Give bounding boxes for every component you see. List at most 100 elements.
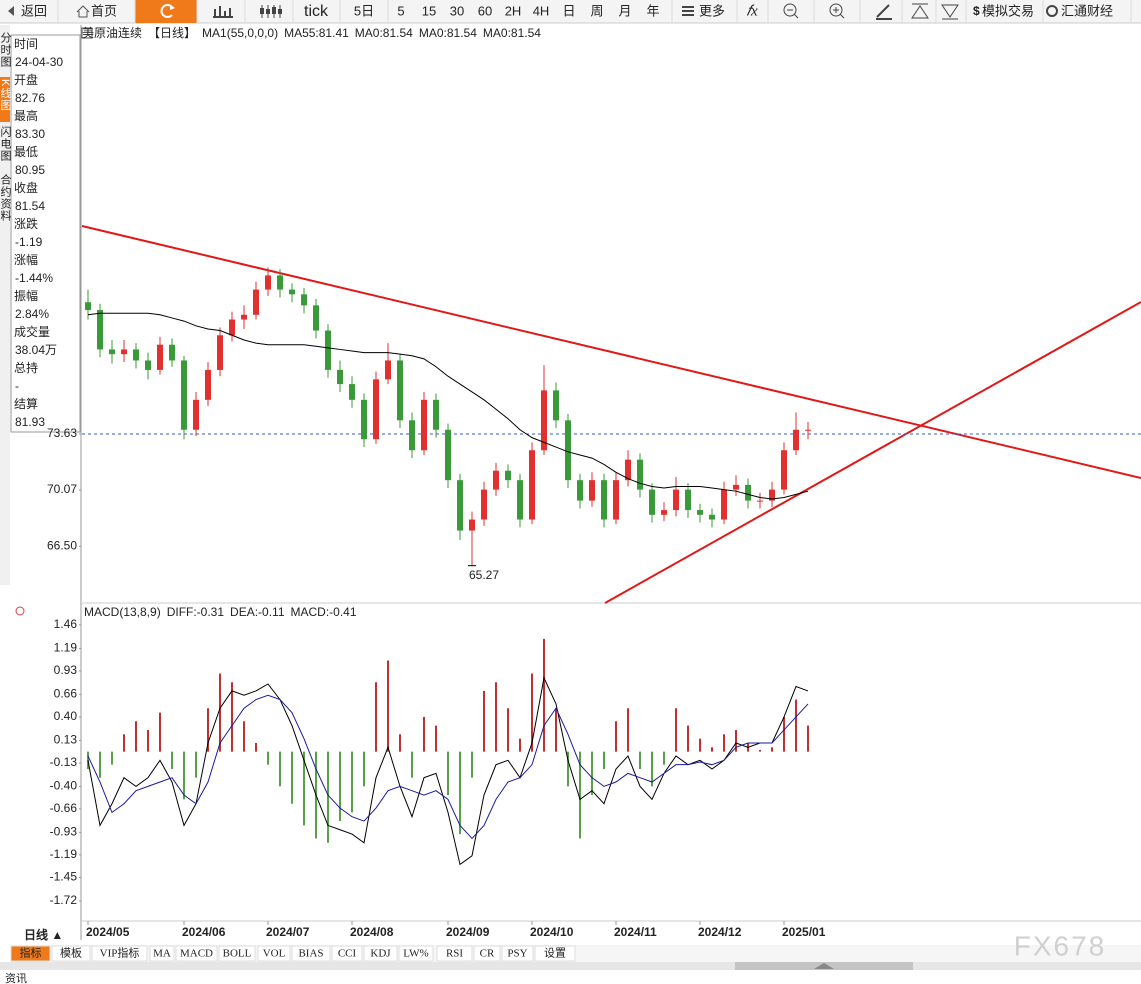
macd-bar bbox=[603, 751, 605, 770]
indicator-tab[interactable]: KDJ bbox=[370, 948, 391, 960]
settings-icon[interactable] bbox=[15, 606, 25, 616]
macd-bar bbox=[687, 725, 689, 752]
candle-body bbox=[649, 489, 655, 515]
indicator-tab[interactable]: CCI bbox=[338, 948, 357, 960]
tab-bg bbox=[534, 945, 576, 962]
side-tab[interactable]: 分时图 bbox=[0, 32, 12, 68]
ma-icon bbox=[81, 27, 93, 39]
candle-body bbox=[349, 384, 355, 400]
refresh-button[interactable] bbox=[135, 0, 197, 23]
macd-bar bbox=[207, 708, 209, 752]
indicator-tab[interactable]: 指标 bbox=[20, 946, 42, 960]
macd-bar bbox=[219, 673, 221, 752]
tab-bg bbox=[91, 945, 148, 962]
candle-body bbox=[337, 369, 343, 385]
y-tick-label: 66.50 bbox=[47, 538, 77, 552]
toolbar-button[interactable]: 首页 bbox=[91, 3, 117, 18]
macd-bar bbox=[351, 751, 353, 813]
toolbar-button[interactable]: 4H bbox=[533, 3, 550, 18]
x-tick-label: 2024/11 bbox=[614, 925, 657, 939]
side-tabs-bg bbox=[0, 25, 10, 585]
toolbar-button[interactable]: 返回 bbox=[21, 3, 47, 18]
side-tab[interactable]: K线图 bbox=[0, 79, 12, 111]
tab-bg bbox=[398, 945, 434, 962]
macd-bar bbox=[507, 708, 509, 752]
y-tick-label: 1.19 bbox=[54, 641, 78, 655]
toolbar-button[interactable]: 2H bbox=[505, 3, 522, 18]
toolbar-button[interactable]: 汇通财经 bbox=[1061, 3, 1113, 18]
indicator-tab[interactable]: VIP指标 bbox=[100, 946, 140, 960]
toolbar-button[interactable]: 日 bbox=[562, 3, 575, 18]
candle-body bbox=[541, 390, 547, 451]
macd-bar bbox=[807, 725, 809, 752]
candle-body bbox=[793, 429, 799, 451]
toolbar-button[interactable]: 月 bbox=[618, 3, 631, 18]
toolbar-button[interactable]: 60 bbox=[478, 3, 492, 18]
triangle-down-icon[interactable] bbox=[941, 4, 959, 20]
toolbar-button[interactable]: 5日 bbox=[354, 3, 374, 18]
toolbar-button[interactable]: 5 bbox=[397, 3, 404, 18]
macd-bar bbox=[159, 712, 161, 752]
info-label: 结算 bbox=[14, 396, 38, 411]
side-tab[interactable]: 闪电图 bbox=[0, 125, 12, 162]
chart-icon[interactable] bbox=[213, 6, 233, 18]
macd-bar bbox=[339, 751, 341, 822]
candle-body bbox=[673, 489, 679, 511]
macd-bar bbox=[711, 747, 713, 752]
macd-bar bbox=[471, 751, 473, 778]
candle-body bbox=[481, 489, 487, 520]
triangle-up-icon[interactable] bbox=[911, 3, 929, 19]
indicator-tab[interactable]: BIAS bbox=[298, 948, 323, 960]
candle-body bbox=[577, 480, 583, 501]
macd-bar bbox=[171, 751, 173, 770]
candle-body bbox=[193, 399, 199, 430]
toolbar-button[interactable]: 年 bbox=[646, 3, 659, 18]
candle-body bbox=[721, 489, 727, 520]
indicator-tab[interactable]: LW% bbox=[403, 948, 428, 960]
fx-icon[interactable]: 𝑓x bbox=[746, 3, 758, 19]
candle-body bbox=[361, 399, 367, 440]
candle-body bbox=[313, 305, 319, 331]
indicator-tab[interactable]: VOL bbox=[263, 948, 286, 960]
side-tab[interactable]: 合约资料 bbox=[0, 173, 12, 222]
indicator-tab[interactable]: BOLL bbox=[223, 948, 252, 960]
macd-bar bbox=[255, 742, 257, 752]
y-tick-label: -0.66 bbox=[50, 801, 78, 815]
indicator-tab[interactable]: MA bbox=[153, 948, 171, 960]
candle-body bbox=[601, 480, 607, 520]
indicator-tab[interactable]: 模板 bbox=[60, 946, 82, 960]
macd-bar bbox=[195, 751, 197, 778]
indicator-tab[interactable]: MACD bbox=[180, 948, 213, 960]
toolbar-button[interactable]: 周 bbox=[590, 3, 603, 18]
zoom-out[interactable] bbox=[783, 3, 797, 17]
legend-entry: DIFF:-0.31 bbox=[167, 605, 225, 619]
tab-bg bbox=[291, 945, 331, 962]
zoom-in[interactable] bbox=[829, 3, 843, 17]
legend-entry: MA55:81.41 bbox=[284, 26, 349, 40]
legend-entry: MA0:81.54 bbox=[483, 26, 541, 40]
y-tick-label: 0.13 bbox=[54, 733, 78, 747]
indicator-tab[interactable]: CR bbox=[480, 948, 495, 960]
footer-label[interactable]: 资讯 bbox=[5, 972, 27, 984]
tab-bg bbox=[257, 945, 291, 962]
pen-icon[interactable] bbox=[876, 4, 892, 20]
toolbar-button[interactable]: 30 bbox=[450, 3, 464, 18]
y-tick-label: -0.13 bbox=[50, 755, 78, 769]
candle-body bbox=[445, 429, 451, 481]
indicator-tab[interactable]: RSI bbox=[446, 948, 463, 960]
indicator-tab[interactable]: 设置 bbox=[544, 947, 566, 960]
info-value: 83.30 bbox=[15, 127, 45, 141]
candle-body bbox=[409, 420, 415, 451]
toolbar-button[interactable]: 15 bbox=[422, 3, 436, 18]
toolbar-button[interactable]: tick bbox=[304, 3, 329, 20]
macd-bar bbox=[627, 708, 629, 752]
candle-body bbox=[433, 399, 439, 430]
indicator-tab[interactable]: PSY bbox=[507, 948, 527, 960]
toolbar-button[interactable]: 更多 bbox=[699, 3, 725, 18]
legend-entry: 美原油连续 bbox=[82, 25, 142, 40]
info-label: 时间 bbox=[14, 37, 38, 51]
y-tick-label: 73.63 bbox=[47, 426, 77, 440]
period-selector[interactable]: 日线 ▲ bbox=[24, 927, 63, 942]
zoom-in-mark bbox=[833, 7, 845, 19]
toolbar-button[interactable]: 模拟交易 bbox=[982, 3, 1034, 18]
